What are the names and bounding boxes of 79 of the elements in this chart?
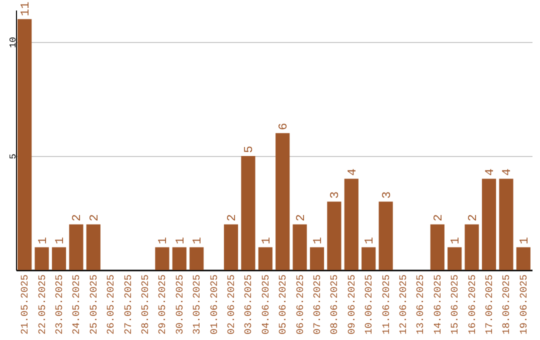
bar <box>18 19 32 270</box>
x-tick-label: 26.05.2025 <box>106 274 118 335</box>
data-label: 2 <box>466 214 480 222</box>
x-tick-label: 31.05.2025 <box>192 274 204 335</box>
bar <box>34 247 49 270</box>
bar <box>172 247 186 270</box>
x-tick-label: 17.06.2025 <box>485 274 496 335</box>
data-label: 2 <box>70 214 84 222</box>
data-label: 1 <box>517 236 532 244</box>
bar <box>464 224 479 270</box>
bar <box>241 156 256 270</box>
data-label: 1 <box>173 236 188 244</box>
bar <box>378 202 393 270</box>
data-label: 5 <box>242 146 256 153</box>
bar <box>482 178 496 270</box>
data-label: 2 <box>294 214 308 222</box>
y-tick-label: 10 <box>8 37 18 48</box>
x-tick-label: 27.05.2025 <box>124 274 135 335</box>
x-tick-label: 04.06.2025 <box>261 274 272 335</box>
x-tick-label: 14.06.2025 <box>433 274 444 335</box>
bar <box>190 247 204 270</box>
x-tick-label: 08.06.2025 <box>330 274 342 335</box>
data-label: 4 <box>483 168 497 176</box>
bar <box>292 224 307 270</box>
x-tick-label: 09.06.2025 <box>347 274 358 335</box>
x-tick-label: 21.05.2025 <box>20 274 32 335</box>
data-label: 1 <box>53 236 67 244</box>
data-label: 4 <box>345 168 360 176</box>
bar <box>155 247 170 270</box>
bar <box>310 247 324 270</box>
x-tick-label: 12.06.2025 <box>399 274 410 335</box>
data-label: 1 <box>190 236 205 244</box>
bar <box>430 224 444 270</box>
bar <box>327 202 342 270</box>
data-label: 1 <box>36 236 50 244</box>
bar <box>448 247 462 270</box>
x-tick-label: 24.05.2025 <box>72 274 84 335</box>
data-label: 6 <box>276 122 291 130</box>
data-label: 4 <box>500 168 514 176</box>
x-tick-label: 10.06.2025 <box>364 274 376 335</box>
bar <box>362 247 376 270</box>
x-tick-label: 01.06.2025 <box>210 274 221 335</box>
x-tick-label: 11.06.2025 <box>382 274 393 335</box>
data-label: 1 <box>156 236 170 244</box>
bar <box>499 178 514 270</box>
bar <box>52 247 66 270</box>
x-tick-label: 15.06.2025 <box>450 274 462 335</box>
bar <box>69 224 84 270</box>
x-tick-label: 18.06.2025 <box>502 274 514 335</box>
data-label: 2 <box>87 214 102 222</box>
x-tick-label: 13.06.2025 <box>416 274 428 335</box>
data-label: 1 <box>362 236 377 244</box>
x-tick-label: 22.05.2025 <box>38 274 49 335</box>
x-tick-label: 19.06.2025 <box>519 274 530 335</box>
x-tick-label: 29.05.2025 <box>158 274 170 335</box>
x-tick-label: 16.06.2025 <box>468 274 479 335</box>
bar <box>224 224 238 270</box>
x-tick-label: 23.05.2025 <box>55 274 66 335</box>
bar <box>344 178 358 270</box>
data-label: 2 <box>225 214 239 222</box>
x-tick-label: 05.06.2025 <box>278 274 290 335</box>
bar <box>276 133 290 270</box>
data-label: 3 <box>380 191 394 199</box>
x-tick-label: 07.06.2025 <box>313 274 324 335</box>
data-label: 1 <box>448 236 463 244</box>
x-tick-label: 25.05.2025 <box>89 274 100 335</box>
x-tick-label: 30.05.2025 <box>175 274 186 335</box>
data-label: 3 <box>328 191 342 199</box>
data-label: 1 <box>259 236 274 244</box>
x-tick-label: 28.05.2025 <box>141 274 152 335</box>
x-tick-label: 06.06.2025 <box>296 274 307 335</box>
x-tick-label: 03.06.2025 <box>244 274 256 335</box>
data-label: 1 <box>311 236 325 244</box>
x-tick-label: 02.06.2025 <box>227 274 238 335</box>
data-label: 2 <box>431 214 446 222</box>
data-label: 11 <box>18 2 33 16</box>
bar <box>516 247 530 270</box>
bar <box>86 224 100 270</box>
bar <box>258 247 272 270</box>
